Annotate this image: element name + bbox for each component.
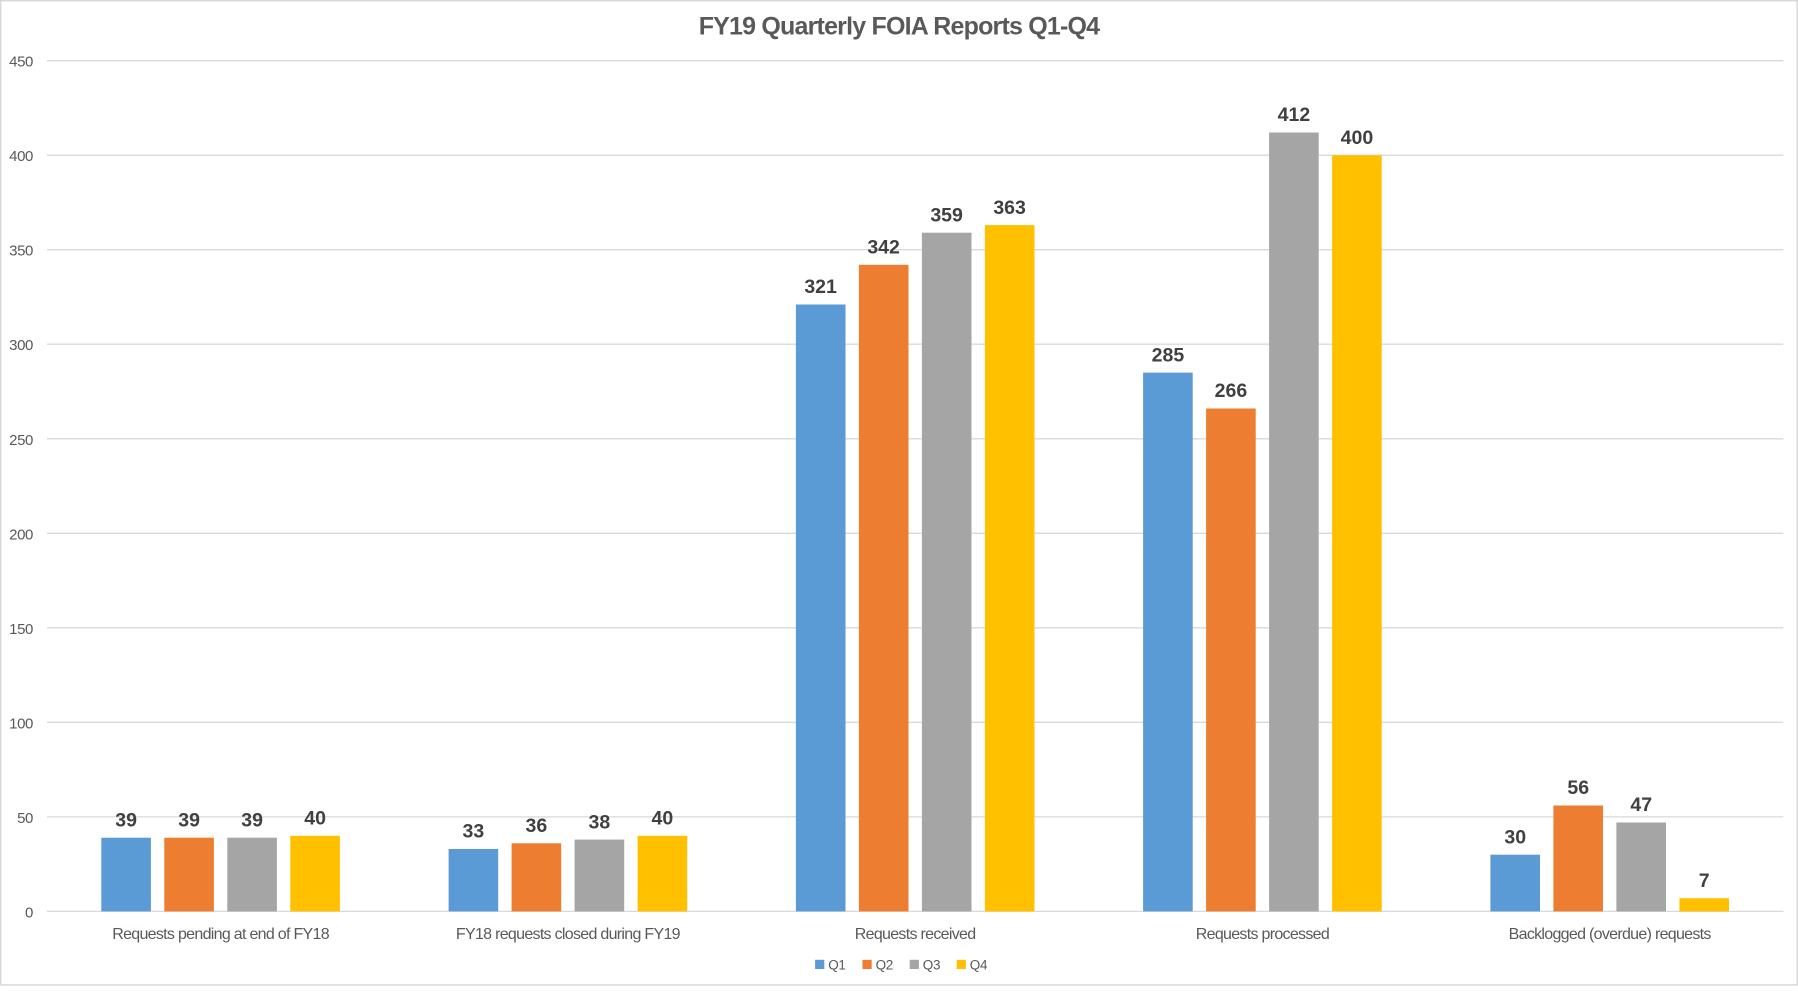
svg-text:400: 400 [1341,127,1374,149]
svg-text:285: 285 [1152,344,1185,366]
svg-text:38: 38 [589,811,611,833]
svg-text:321: 321 [804,276,837,298]
svg-text:Requests processed: Requests processed [1196,926,1329,943]
svg-text:363: 363 [993,197,1026,219]
svg-text:FY18 requests closed during FY: FY18 requests closed during FY19 [456,926,681,943]
svg-text:342: 342 [867,237,900,259]
svg-text:39: 39 [178,809,200,831]
svg-text:36: 36 [526,815,548,837]
svg-text:7: 7 [1699,870,1710,892]
svg-text:40: 40 [652,808,674,830]
svg-text:33: 33 [463,821,485,843]
svg-text:412: 412 [1278,104,1311,126]
svg-text:40: 40 [304,808,326,830]
svg-text:Q4: Q4 [970,957,988,972]
svg-text:359: 359 [930,204,963,226]
svg-text:Backlogged (overdue) requests: Backlogged (overdue) requests [1509,926,1712,943]
svg-text:30: 30 [1504,826,1526,848]
svg-text:200: 200 [9,526,33,543]
svg-text:300: 300 [9,337,33,354]
svg-text:Q3: Q3 [923,957,940,972]
svg-text:39: 39 [115,809,137,831]
svg-text:350: 350 [9,243,33,260]
svg-text:47: 47 [1630,794,1652,816]
svg-text:400: 400 [9,148,33,165]
svg-text:39: 39 [241,809,263,831]
svg-text:Requests pending at end of FY1: Requests pending at end of FY18 [112,926,329,943]
svg-text:150: 150 [9,621,33,638]
svg-text:56: 56 [1567,777,1589,799]
svg-text:450: 450 [9,54,33,71]
svg-text:Q2: Q2 [876,957,893,972]
svg-text:100: 100 [9,715,33,732]
svg-text:0: 0 [25,904,33,921]
svg-text:Q1: Q1 [828,957,845,972]
svg-text:250: 250 [9,432,33,449]
svg-text:266: 266 [1215,380,1248,402]
svg-text:FY19 Quarterly FOIA Reports Q1: FY19 Quarterly FOIA Reports Q1-Q4 [699,13,1100,41]
svg-text:Requests received: Requests received [855,926,976,943]
svg-text:50: 50 [17,810,33,827]
